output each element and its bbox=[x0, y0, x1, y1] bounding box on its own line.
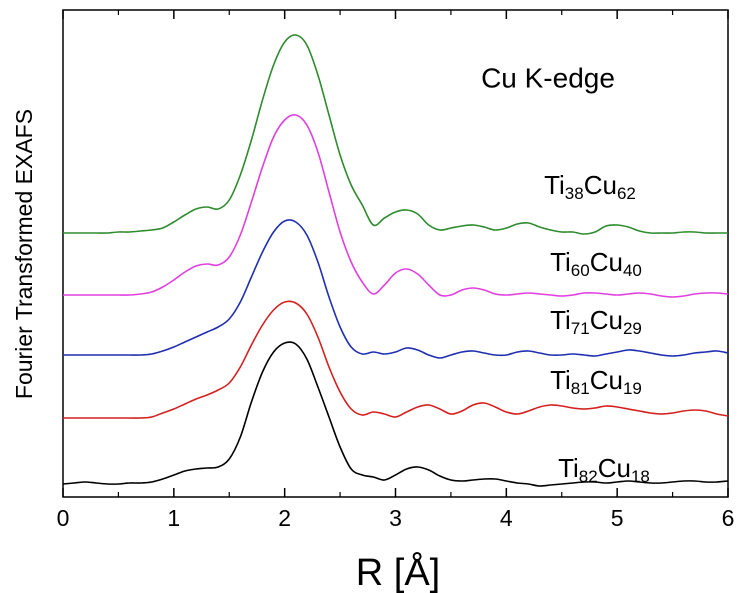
subscript: 29 bbox=[623, 319, 642, 338]
series-line bbox=[63, 34, 728, 235]
x-axis-label: R [Å] bbox=[356, 550, 440, 593]
subscript: 19 bbox=[623, 379, 642, 398]
subscript: 18 bbox=[631, 467, 650, 486]
x-tick-label: 6 bbox=[722, 505, 735, 531]
x-tick-label: 0 bbox=[57, 505, 70, 531]
subscript: 81 bbox=[571, 379, 590, 398]
x-tick-label: 3 bbox=[389, 505, 402, 531]
label-part: Cu bbox=[598, 453, 631, 483]
subscript: 82 bbox=[579, 467, 598, 486]
x-tick-label: 4 bbox=[500, 505, 513, 531]
x-tick-label: 1 bbox=[167, 505, 180, 531]
series-label: Ti38Cu62 bbox=[544, 170, 636, 204]
x-tick-label: 5 bbox=[611, 505, 624, 531]
series-line bbox=[63, 219, 729, 359]
subscript: 60 bbox=[571, 261, 590, 280]
series-label: Ti82Cu18 bbox=[558, 453, 650, 487]
series-line bbox=[62, 341, 729, 487]
x-tick-label: 2 bbox=[278, 505, 291, 531]
series-line bbox=[63, 300, 729, 419]
subscript: 40 bbox=[623, 261, 642, 280]
plot-frame bbox=[62, 9, 729, 498]
label-part: Cu bbox=[590, 305, 623, 335]
subscript: 38 bbox=[565, 184, 584, 203]
y-axis-label: Fourier Transformed EXAFS bbox=[11, 109, 37, 399]
label-part: Ti bbox=[550, 305, 571, 335]
series-label: Ti71Cu29 bbox=[550, 305, 642, 339]
series-line bbox=[63, 114, 729, 298]
label-part: Ti bbox=[550, 247, 571, 277]
subscript: 71 bbox=[571, 319, 590, 338]
annotation: Cu K-edge bbox=[481, 62, 615, 93]
subscript: 62 bbox=[617, 184, 636, 203]
label-part: Cu bbox=[590, 365, 623, 395]
label-part: Ti bbox=[544, 170, 565, 200]
label-part: Cu bbox=[590, 247, 623, 277]
label-part: Cu bbox=[584, 170, 617, 200]
series-label: Ti60Cu40 bbox=[550, 247, 642, 281]
label-part: Ti bbox=[558, 453, 579, 483]
series-label: Ti81Cu19 bbox=[550, 365, 642, 399]
label-part: Ti bbox=[550, 365, 571, 395]
